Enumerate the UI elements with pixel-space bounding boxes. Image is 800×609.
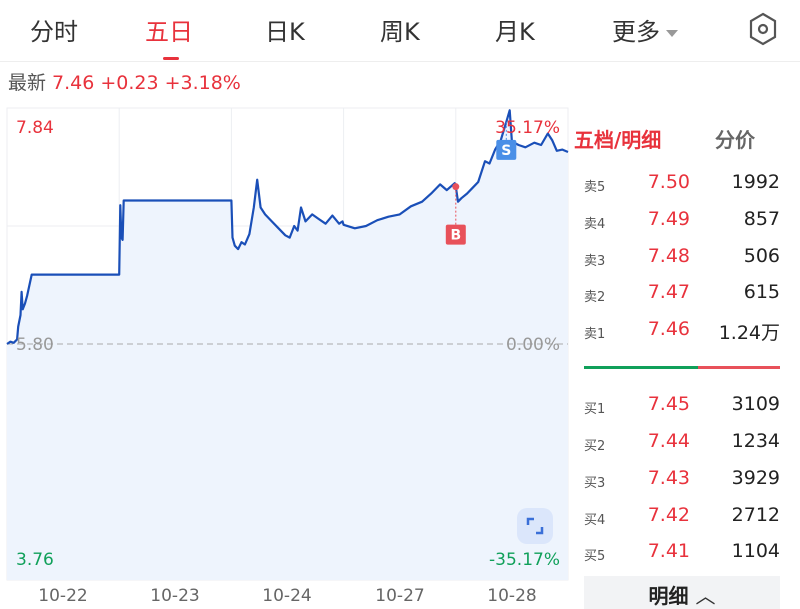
tab-price-distribution[interactable]: 分价 <box>715 128 755 152</box>
buy-ratio <box>584 366 698 369</box>
ask-row: 卖1 7.46 1.24万 <box>584 316 780 346</box>
level-label: 卖5 <box>584 180 606 195</box>
bid-row: 买1 7.45 3109 <box>584 391 780 421</box>
level-price: 7.44 <box>647 430 690 452</box>
caret-down-icon <box>666 29 678 37</box>
level-price: 7.49 <box>647 208 690 230</box>
level-label: 卖4 <box>584 217 606 232</box>
sell-marker <box>496 139 517 160</box>
bid-row: 买5 7.41 1104 <box>584 538 780 568</box>
level-volume: 1992 <box>731 171 780 193</box>
level-label: 卖3 <box>584 254 606 269</box>
level-label: 卖1 <box>584 327 606 342</box>
ask-row: 卖2 7.47 615 <box>584 279 780 309</box>
level-price: 7.41 <box>647 540 690 562</box>
level-label: 买2 <box>584 439 606 454</box>
pct-mid-label: 0.00% <box>505 335 560 355</box>
tab-monthly-k[interactable]: 月K <box>495 18 535 46</box>
level-volume: 3929 <box>731 467 780 489</box>
date-label: 10-23 <box>150 586 200 606</box>
latest-price: 7.46 <box>52 72 95 94</box>
level-volume: 857 <box>743 208 780 230</box>
tab-more-label: 更多 <box>612 18 660 46</box>
tab-weekly-k[interactable]: 周K <box>380 18 420 46</box>
fullscreen-button[interactable] <box>517 508 553 544</box>
marker-label: B <box>450 228 461 244</box>
bid-row: 买3 7.43 3929 <box>584 465 780 495</box>
detail-label: 明细 <box>648 584 689 608</box>
date-label: 10-24 <box>262 586 312 606</box>
level-label: 买3 <box>584 476 606 491</box>
level-volume: 1.24万 <box>718 322 780 344</box>
divider <box>0 61 800 62</box>
tab-five-level[interactable]: 五档/明细 <box>574 128 662 152</box>
buy-point <box>452 183 460 191</box>
level-volume: 2712 <box>731 504 780 526</box>
level-price: 7.48 <box>647 245 690 267</box>
active-tab-indicator <box>163 57 179 60</box>
tab-more[interactable]: 更多 <box>612 12 678 47</box>
date-label: 10-28 <box>487 586 537 606</box>
level-volume: 1234 <box>731 430 780 452</box>
level-price: 7.47 <box>647 281 690 303</box>
level-price: 7.42 <box>647 504 690 526</box>
level-price: 7.43 <box>647 467 690 489</box>
level-price: 7.46 <box>647 318 690 340</box>
settings-hexagon-icon[interactable] <box>748 12 778 46</box>
pct-bottom-label: -35.17% <box>489 550 560 570</box>
ask-row: 卖3 7.48 506 <box>584 243 780 273</box>
expand-icon <box>526 517 544 535</box>
detail-button[interactable]: 明细 ︿ <box>584 576 780 609</box>
sell-ratio <box>697 366 780 369</box>
buy-sell-ratio-bar <box>584 366 780 369</box>
level-price: 7.45 <box>647 393 690 415</box>
tab-daily-k[interactable]: 日K <box>265 18 305 46</box>
y-bottom-label: 3.76 <box>16 550 54 570</box>
price-change-pct: +3.18% <box>164 72 241 94</box>
pct-top-label: 35.17% <box>495 118 560 138</box>
price-area <box>7 110 568 581</box>
bid-row: 买4 7.42 2712 <box>584 502 780 532</box>
price-change: +0.23 <box>100 72 159 94</box>
level-label: 买1 <box>584 402 606 417</box>
latest-quote: 最新 7.46 +0.23 +3.18% <box>8 68 241 95</box>
level-volume: 1104 <box>731 540 780 562</box>
date-label: 10-22 <box>38 586 88 606</box>
tab-intraday[interactable]: 分时 <box>30 18 78 46</box>
level-price: 7.50 <box>647 171 690 193</box>
tab-five-day[interactable]: 五日 <box>145 18 193 46</box>
ask-row: 卖4 7.49 857 <box>584 206 780 236</box>
level-volume: 506 <box>743 245 780 267</box>
level-volume: 3109 <box>731 393 780 415</box>
buy-marker <box>445 224 466 245</box>
y-mid-label: 5.80 <box>16 335 54 355</box>
bid-row: 买2 7.44 1234 <box>584 428 780 458</box>
ask-row: 卖5 7.50 1992 <box>584 169 780 199</box>
marker-label: S <box>501 143 511 159</box>
chevron-up-icon: ︿ <box>695 584 716 608</box>
five-day-chart[interactable]: BS <box>0 100 575 585</box>
level-label: 卖2 <box>584 290 606 305</box>
date-label: 10-27 <box>375 586 425 606</box>
y-top-label: 7.84 <box>16 118 54 138</box>
level-volume: 615 <box>743 281 780 303</box>
level-label: 买4 <box>584 513 606 528</box>
latest-label: 最新 <box>8 72 47 94</box>
level-label: 买5 <box>584 549 606 564</box>
